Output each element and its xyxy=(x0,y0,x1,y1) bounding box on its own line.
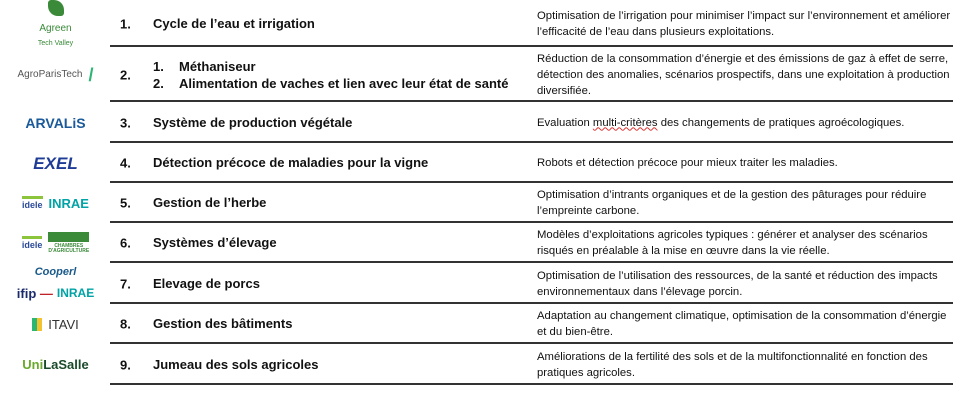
row-number: 2. xyxy=(120,67,131,82)
divider xyxy=(110,383,953,385)
row-number: 7. xyxy=(120,276,131,291)
row-title: Système de production végétale xyxy=(153,114,353,130)
divider xyxy=(110,181,953,183)
logo-arvalis: ARVALiS xyxy=(25,114,86,131)
row-description: Optimisation de l’irrigation pour minimi… xyxy=(537,9,951,38)
row-title: Cycle de l’eau et irrigation xyxy=(153,15,315,31)
row-description: Améliorations de la fertilité des sols e… xyxy=(537,350,928,379)
logo-idele-chambres-agriculture: idele CHAMBRES D'AGRICULTURE xyxy=(8,223,103,263)
logo-itavi: ITAVI xyxy=(8,304,103,344)
row-description: Réduction de la consommation d’énergie e… xyxy=(537,52,950,97)
table-row: idele CHAMBRES D'AGRICULTURE 6. Systèmes … xyxy=(0,223,970,263)
logo-unilasalle: UniLaSalle xyxy=(22,357,89,372)
divider xyxy=(110,100,953,102)
leaf-icon xyxy=(47,0,64,16)
table-row: ARVALiS 3. Système de production végétal… xyxy=(0,102,970,143)
row-title: Gestion des bâtiments xyxy=(153,316,293,331)
row-subitems: 1. Méthaniseur 2. Alimentation de vaches e… xyxy=(153,58,508,92)
table-row: idele INRAE 5. Gestion de l’herbe Optimi… xyxy=(0,183,970,223)
divider xyxy=(110,141,953,143)
row-title: Jumeau des sols agricoles xyxy=(153,356,319,372)
subitem: 2. Alimentation de vaches et lien avec le… xyxy=(153,75,509,91)
row-number: 8. xyxy=(120,316,131,332)
row-title: Elevage de porcs xyxy=(153,275,260,291)
row-number: 9. xyxy=(120,357,131,372)
table-row: EXEL 4. Détection précoce de maladies po… xyxy=(0,143,970,183)
logo-agroparistech: AgroParisTech / xyxy=(17,64,94,85)
logo-cooperl-ifip-inrae: Cooperl ifip — INRAE xyxy=(16,266,95,301)
logo-exel: EXEL xyxy=(33,153,78,173)
divider xyxy=(110,221,953,223)
row-number: 5. xyxy=(120,195,131,211)
table-row: Cooperl ifip — INRAE 7. Elevage de porcs… xyxy=(0,263,970,304)
spellcheck-flag: multi-critères xyxy=(592,116,658,129)
logo-idele-inrae: idele INRAE xyxy=(22,195,89,211)
row-number: 4. xyxy=(120,155,131,171)
table-row: ITAVI 8. Gestion des bâtiments Adaptatio… xyxy=(0,304,970,344)
row-description: Modèles d’exploitations agricoles typiqu… xyxy=(537,229,928,257)
subitem: 1. Méthaniseur xyxy=(153,58,256,74)
divider xyxy=(110,342,953,344)
row-number: 1. xyxy=(120,16,131,31)
row-description: Evaluation multi-critères des changement… xyxy=(537,116,905,129)
table-row: UniLaSalle 9. Jumeau des sols agricoles … xyxy=(0,344,970,385)
logo-agreen-tech-valley: Agreen Tech Valley xyxy=(8,0,103,47)
divider xyxy=(110,302,953,304)
divider xyxy=(110,261,953,263)
row-description: Optimisation d’intrants organiques et de… xyxy=(537,189,927,217)
row-description: Robots et détection précoce pour mieux t… xyxy=(537,157,838,169)
row-title: Systèmes d’élevage xyxy=(153,235,277,250)
row-description: Optimisation de l’utilisation des ressou… xyxy=(537,269,938,298)
table-row: AgroParisTech/ 2. 1. Méthaniseur 2. Alimen… xyxy=(0,47,970,102)
row-number: 6. xyxy=(120,235,131,251)
row-title: Détection précoce de maladies pour la vi… xyxy=(153,155,429,170)
table-row: Agreen Tech Valley 1. Cycle de l’eau et i… xyxy=(0,0,970,47)
row-number: 3. xyxy=(120,115,131,130)
row-title: Gestion de l’herbe xyxy=(153,195,267,210)
row-description: Adaptation au changement climatique, opt… xyxy=(537,310,947,338)
itavi-mark-icon xyxy=(32,317,43,331)
divider xyxy=(110,45,953,47)
